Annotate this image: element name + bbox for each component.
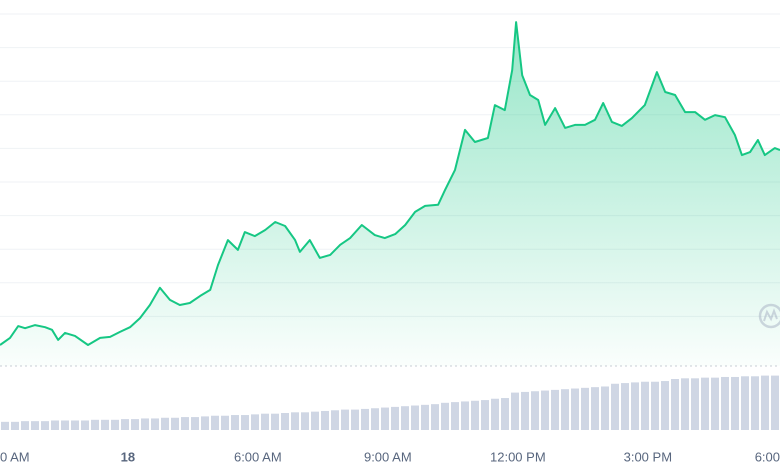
volume-bar <box>431 404 439 430</box>
price-line <box>0 21 780 346</box>
x-tick-label: 6:00 <box>755 449 780 464</box>
volume-bar <box>651 381 659 430</box>
plot <box>0 21 780 366</box>
volume-bar <box>481 400 489 430</box>
x-axis: 0 AM 18 6:00 AM 9:00 AM 12:00 PM 3:00 PM 6:00 <box>0 449 780 464</box>
volume-bar <box>741 376 749 430</box>
volume-bar <box>41 421 49 430</box>
volume-bar <box>91 419 99 430</box>
volume-bar <box>201 416 209 430</box>
volume-bar <box>411 405 419 430</box>
volume-bar <box>601 386 609 430</box>
volume-bar <box>121 419 129 430</box>
volume-bar <box>61 420 69 430</box>
volume-bar <box>581 387 589 430</box>
volume-bar <box>751 376 759 430</box>
volume-bar <box>711 377 719 430</box>
x-tick-label: 6:00 AM <box>234 449 282 464</box>
volume-bar <box>591 387 599 430</box>
volume-bar <box>31 421 39 430</box>
volume-bar <box>621 383 629 430</box>
volume-bar <box>631 382 639 430</box>
volume-bar <box>381 407 389 430</box>
volume-bar <box>541 390 549 430</box>
volume-bar <box>761 375 769 430</box>
volume-bar <box>311 411 319 430</box>
volume-bar <box>731 376 739 430</box>
volume-bar <box>641 381 649 430</box>
volume-bar <box>451 402 459 430</box>
volume-bar <box>131 419 139 430</box>
volume-bar <box>11 421 19 430</box>
volume-bar <box>401 406 409 430</box>
volume-bar <box>701 377 709 430</box>
area <box>0 22 780 366</box>
grid <box>0 13 780 317</box>
volume-bar <box>181 417 189 430</box>
volume-bar <box>421 404 429 430</box>
volume-bar <box>151 418 159 430</box>
x-tick-label: 18 <box>121 449 135 464</box>
volume-bar <box>531 391 539 430</box>
x-tick-label: 9:00 AM <box>364 449 412 464</box>
x-tick-label: 0 AM <box>0 449 30 464</box>
volume-bar <box>301 412 309 430</box>
volume-bar <box>321 410 329 430</box>
volume-bar <box>1 421 9 430</box>
volume-bar <box>501 398 509 430</box>
volume-bar <box>691 378 699 430</box>
volume-bar <box>81 420 89 430</box>
volume-bar <box>771 375 779 430</box>
volume-bar <box>371 408 379 430</box>
volume-bar <box>351 409 359 430</box>
volume-bar <box>161 417 169 430</box>
volume-bar <box>291 412 299 430</box>
volume-bar <box>71 420 79 430</box>
volume-bar <box>391 406 399 430</box>
volume-bar <box>721 376 729 430</box>
volume-bar <box>331 410 339 430</box>
volume-bar <box>271 413 279 430</box>
x-tick-label: 12:00 PM <box>490 449 546 464</box>
volume-bar <box>231 415 239 430</box>
volume-bar <box>21 421 29 430</box>
volume-bar <box>281 413 289 430</box>
volume-bar <box>671 379 679 430</box>
volume-bar <box>511 392 519 430</box>
volume-bar <box>611 383 619 430</box>
volume-bar <box>681 378 689 430</box>
volume-bar <box>261 413 269 430</box>
volume-bar <box>441 402 449 430</box>
volume-bar <box>111 419 119 430</box>
watermark <box>758 303 780 329</box>
volume-bar <box>551 389 559 430</box>
volume-bar <box>341 409 349 430</box>
volume-bar <box>101 419 109 430</box>
volume-bar <box>571 388 579 430</box>
volume-bar <box>521 391 529 430</box>
volume-bar <box>241 415 249 430</box>
x-tick-label: 3:00 PM <box>624 449 672 464</box>
volume-bar <box>221 415 229 430</box>
volume-bar <box>361 408 369 430</box>
volume-bar <box>171 417 179 430</box>
volume-bar <box>491 398 499 430</box>
volume-bar <box>251 414 259 430</box>
volume-bar <box>51 420 59 430</box>
volume-bars <box>1 375 779 430</box>
volume-bar <box>471 400 479 430</box>
volume-bar <box>461 401 469 430</box>
volume-bar <box>211 415 219 430</box>
volume-bar <box>661 381 669 430</box>
volume-bar <box>141 418 149 430</box>
volume-bar <box>561 389 569 430</box>
volume-bar <box>191 417 199 430</box>
